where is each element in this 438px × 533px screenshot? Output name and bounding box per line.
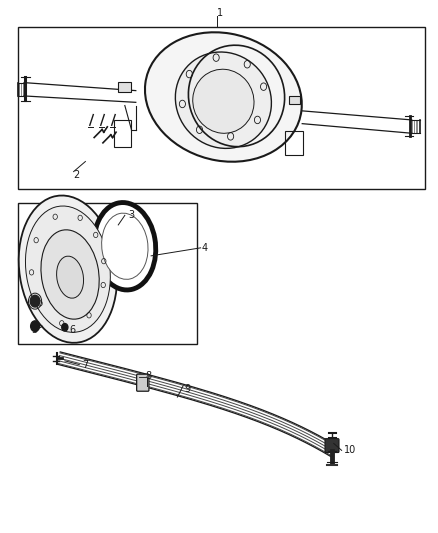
Circle shape <box>31 321 39 332</box>
FancyBboxPatch shape <box>289 96 300 104</box>
FancyBboxPatch shape <box>137 374 149 391</box>
Text: 9: 9 <box>184 384 190 393</box>
Ellipse shape <box>145 33 302 161</box>
Ellipse shape <box>102 213 148 279</box>
Text: 4: 4 <box>201 243 208 253</box>
Circle shape <box>62 324 68 331</box>
Ellipse shape <box>193 69 254 133</box>
Text: 3: 3 <box>128 211 134 220</box>
Bar <box>18 27 425 189</box>
Ellipse shape <box>41 230 99 319</box>
Ellipse shape <box>94 203 156 290</box>
FancyBboxPatch shape <box>118 82 131 92</box>
Ellipse shape <box>57 256 84 298</box>
Text: 7: 7 <box>82 360 88 369</box>
Text: 2: 2 <box>74 170 80 180</box>
Text: 6: 6 <box>69 326 75 335</box>
Bar <box>18 203 197 344</box>
Text: 5: 5 <box>32 326 38 335</box>
Text: 1: 1 <box>217 9 223 18</box>
Text: 8: 8 <box>145 372 152 381</box>
Text: 10: 10 <box>344 446 356 455</box>
Ellipse shape <box>25 206 110 332</box>
FancyBboxPatch shape <box>325 439 339 453</box>
Ellipse shape <box>19 196 117 343</box>
Ellipse shape <box>175 52 272 148</box>
Circle shape <box>30 295 40 307</box>
